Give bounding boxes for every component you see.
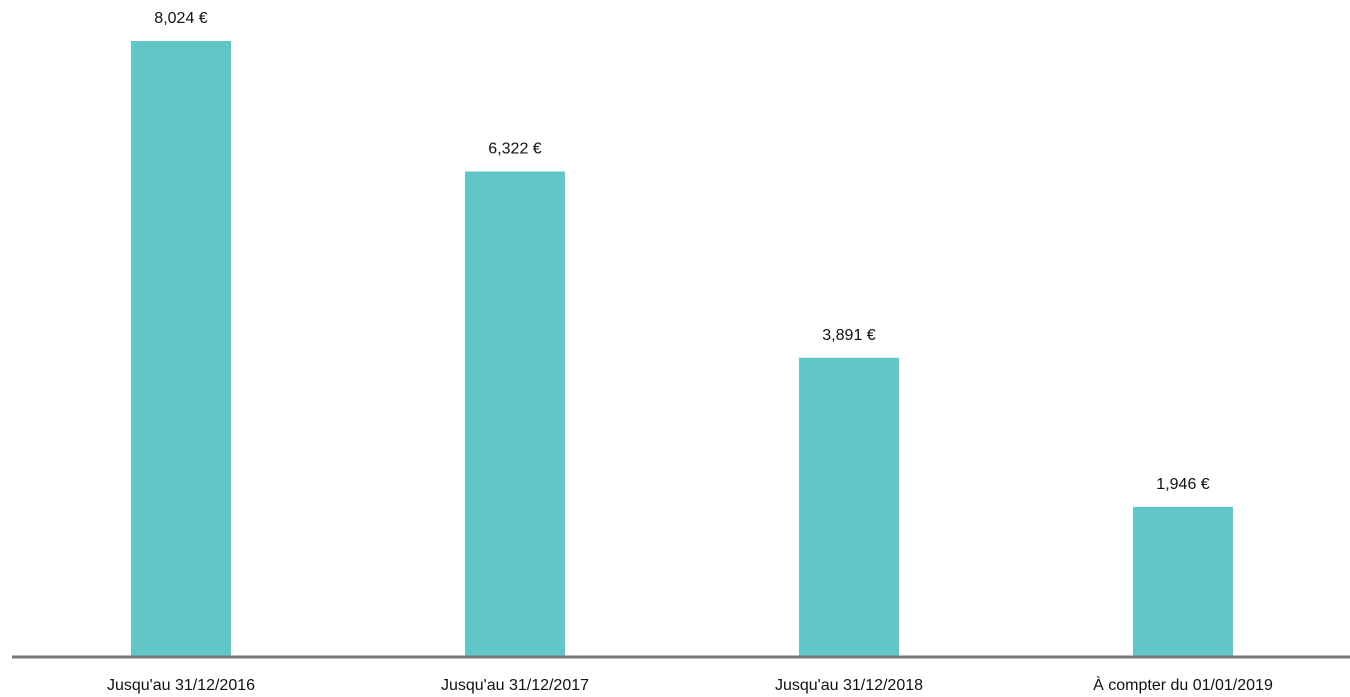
x-tick-label: Jusqu'au 31/12/2018 [775, 677, 923, 694]
value-label: 6,322 € [488, 141, 541, 158]
bar [131, 41, 231, 656]
x-tick-label: Jusqu'au 31/12/2016 [107, 677, 255, 694]
bar [1133, 506, 1233, 656]
bar [465, 171, 565, 657]
bar [799, 357, 899, 656]
value-label: 3,891 € [822, 327, 875, 344]
value-label: 1,946 € [1156, 476, 1209, 493]
x-tick-label: Jusqu'au 31/12/2017 [441, 677, 589, 694]
x-tick-label: À compter du 01/01/2019 [1093, 675, 1273, 694]
value-label: 8,024 € [154, 10, 207, 27]
